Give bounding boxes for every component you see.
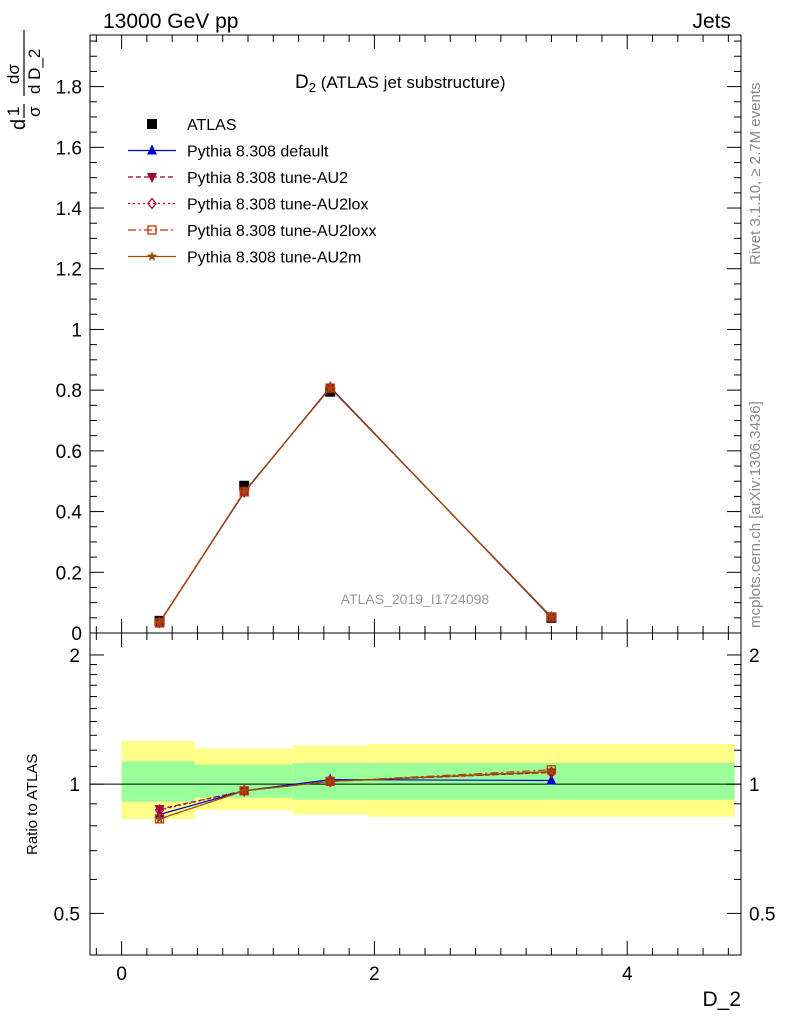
main-y-axis-label: d 1 σ dσ d D_2 <box>4 30 44 130</box>
main-y-tick-label: 1.2 <box>56 260 82 281</box>
header-process-label: Jets <box>692 10 731 33</box>
legend-entry: Pythia 8.308 tune-AU2lox <box>128 197 368 214</box>
ratio-axis-ticks: 0.5 0.5 1 1 2 2 0 2 4 <box>54 633 775 985</box>
x-tick-label: 4 <box>622 964 633 985</box>
ylabel-num1: 1 <box>4 107 23 116</box>
ratio-y-tick-label-right: 0.5 <box>749 904 775 925</box>
ratio-y-tick-label-right: 2 <box>749 646 760 667</box>
ratio-y-tick-label: 2 <box>69 646 80 667</box>
legend-entry: Pythia 8.308 tune-AU2m <box>128 250 361 267</box>
legend-label: ATLAS <box>187 117 237 134</box>
mcplots-source-label: mcplots.cern.ch [arXiv:1306.3436] <box>747 401 764 628</box>
legend-entry: ATLAS <box>147 117 237 134</box>
main-axis-ticks: 0 0.2 0.4 0.6 0.8 1 1.2 1.4 1.6 1.8 <box>56 35 741 645</box>
mc-point <box>324 382 336 393</box>
ratio-y-axis-label: Ratio to ATLAS <box>24 754 41 855</box>
main-title-rest: (ATLAS jet substructure) <box>316 73 506 92</box>
legend-marker <box>147 144 157 155</box>
main-y-tick-label: 1.6 <box>56 138 82 159</box>
data-point <box>239 480 250 491</box>
ratio-point <box>546 765 557 775</box>
ratio-y-tick-label: 1 <box>69 775 80 796</box>
rivet-version-label: Rivet 3.1.10, ≥ 2.7M events <box>747 83 764 266</box>
legend-marker <box>147 225 157 235</box>
legend: ATLAS Pythia 8.308 default Pythia 8.308 tu… <box>128 117 376 267</box>
legend-marker <box>147 119 157 129</box>
ratio-panel: 0.5 0.5 1 1 2 2 0 2 4 <box>54 632 775 985</box>
x-tick-label: 0 <box>116 964 127 985</box>
legend-entry: Pythia 8.308 default <box>128 144 329 161</box>
ratio-series-4 <box>154 766 557 824</box>
ylabel-den1: σ <box>25 106 44 117</box>
main-title-symbol: D <box>295 72 309 93</box>
main-y-tick-label: 0.8 <box>56 381 82 402</box>
main-y-tick-label: 0 <box>71 624 82 645</box>
main-y-tick-label: 1.8 <box>56 78 82 99</box>
main-panel: 0 0.2 0.4 0.6 0.8 1 1.2 1.4 1.6 1.8 D2 (ATLAS jet… <box>56 34 742 645</box>
analysis-watermark: ATLAS_2019_I1724098 <box>341 591 490 607</box>
main-series-line <box>158 387 552 623</box>
legend-label: Pythia 8.308 tune-AU2 <box>187 170 348 187</box>
ratio-inner-band <box>121 761 195 802</box>
main-y-tick-label: 1 <box>71 320 82 341</box>
legend-entry: Pythia 8.308 tune-AU2 <box>128 170 348 187</box>
main-y-tick-label: 0.6 <box>56 442 82 463</box>
ratio-series-line <box>159 771 552 820</box>
ylabel-num2: dσ <box>4 64 23 84</box>
ratio-point <box>546 774 557 785</box>
x-tick-label: 2 <box>369 964 380 985</box>
ratio-series-line <box>159 778 552 816</box>
mc-point <box>546 611 557 622</box>
ratio-point <box>238 785 250 796</box>
legend-marker <box>147 173 157 183</box>
ylabel-d-prefix: d <box>8 119 30 130</box>
legend-entry: Pythia 8.308 tune-AU2loxx <box>128 223 376 240</box>
main-y-tick-label: 0.2 <box>56 563 82 584</box>
legend-label: Pythia 8.308 tune-AU2loxx <box>187 223 376 240</box>
ratio-y-tick-label: 0.5 <box>54 904 80 925</box>
main-title: D2 (ATLAS jet substructure) <box>295 72 506 95</box>
main-series-line <box>158 387 552 623</box>
main-series-group <box>154 381 557 629</box>
ratio-series-group <box>154 765 557 824</box>
main-series-0 <box>154 386 557 626</box>
ratio-point <box>324 775 336 786</box>
x-axis-label: D_2 <box>702 988 741 1011</box>
legend-label: Pythia 8.308 tune-AU2m <box>187 250 361 267</box>
main-series-1 <box>154 381 557 627</box>
ratio-point <box>546 766 557 777</box>
mc-point <box>238 486 250 497</box>
header-energy-label: 13000 GeV pp <box>103 10 238 33</box>
main-series-5 <box>154 382 557 628</box>
ylabel-den2: d D_2 <box>25 49 44 94</box>
ratio-frame <box>89 632 742 956</box>
ratio-y-tick-label-right: 1 <box>749 775 760 796</box>
main-y-tick-label: 1.4 <box>56 199 83 220</box>
legend-label: Pythia 8.308 default <box>187 144 329 161</box>
main-series-line <box>158 386 552 624</box>
legend-marker <box>146 251 158 261</box>
main-title-subscript: 2 <box>309 80 316 95</box>
ratio-point <box>154 813 165 824</box>
main-series-line <box>158 387 552 624</box>
mc-point <box>154 617 165 628</box>
legend-label: Pythia 8.308 tune-AU2lox <box>187 197 368 214</box>
legend-marker <box>147 197 157 210</box>
main-series-line <box>158 387 552 624</box>
main-y-tick-label: 0.4 <box>56 503 83 524</box>
